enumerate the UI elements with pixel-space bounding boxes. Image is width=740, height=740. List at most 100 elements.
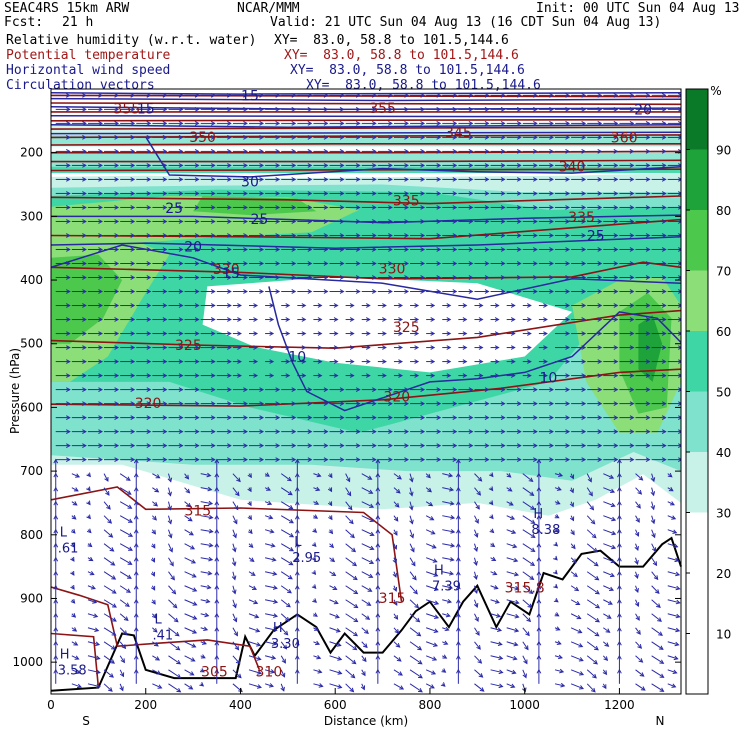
- circulation-vector: [442, 219, 458, 224]
- vector-head: [133, 514, 139, 520]
- circulation-vector: [104, 261, 120, 266]
- vector-shaft: [313, 655, 321, 659]
- circulation-vector: [458, 359, 468, 364]
- circulation-vector: [71, 303, 87, 308]
- circulation-vector: [536, 528, 542, 544]
- vector-head: [285, 317, 291, 322]
- model-title: SEAC4RS 15km ARW: [4, 1, 130, 16]
- vector-shaft: [119, 571, 132, 579]
- vector-head: [98, 247, 103, 252]
- circulation-vector: [103, 501, 111, 510]
- circulation-vector: [651, 177, 667, 182]
- vector-head: [571, 558, 577, 564]
- vector-head: [133, 612, 139, 618]
- circulation-vector: [103, 599, 117, 608]
- vector-head: [613, 191, 619, 196]
- circulation-vector: [506, 557, 519, 563]
- vector-head: [420, 219, 426, 224]
- vector-head: [613, 247, 619, 252]
- circulation-vector: [152, 359, 168, 364]
- circulation-vector: [265, 289, 281, 294]
- vector-head: [629, 191, 635, 196]
- circulation-vector: [328, 529, 334, 535]
- circulation-vector: [635, 93, 651, 98]
- vector-head: [227, 457, 232, 462]
- circulation-vector: [55, 289, 71, 294]
- vector-head: [456, 654, 461, 660]
- circulation-vector: [232, 233, 248, 238]
- circulation-vector: [71, 415, 87, 420]
- vector-head: [436, 149, 442, 154]
- vector-head: [468, 233, 474, 238]
- circulation-vector: [410, 177, 426, 182]
- vector-shaft: [522, 641, 529, 650]
- circulation-vector: [248, 613, 260, 619]
- circulation-vector: [651, 641, 664, 650]
- circulation-vector: [53, 654, 59, 670]
- vector-head: [468, 429, 474, 434]
- vector-head: [346, 491, 352, 497]
- vector-shaft: [651, 669, 664, 678]
- circulation-vector: [152, 163, 168, 168]
- vector-head: [98, 289, 103, 294]
- circulation-vector: [473, 543, 479, 552]
- circulation-vector: [456, 472, 461, 488]
- circulation-vector: [136, 135, 152, 140]
- circulation-vector: [473, 529, 479, 538]
- circulation-vector: [393, 373, 403, 378]
- circulation-vector: [458, 345, 468, 350]
- circulation-vector: [603, 93, 619, 98]
- circulation-vector: [265, 121, 281, 126]
- vector-head: [178, 135, 184, 140]
- vector-head: [581, 303, 587, 308]
- circulation-vector: [87, 429, 103, 434]
- circulation-vector: [104, 121, 120, 126]
- circulation-vector: [667, 345, 681, 350]
- vector-head: [549, 261, 554, 266]
- circulation-vector: [200, 584, 212, 590]
- circulation-vector: [281, 177, 297, 182]
- circulation-vector: [200, 528, 214, 534]
- circulation-vector: [393, 429, 409, 434]
- vector-head: [146, 275, 152, 280]
- vector-head: [214, 458, 220, 464]
- circulation-vector: [216, 275, 232, 280]
- vector-head: [549, 191, 554, 196]
- circulation-vector: [570, 571, 578, 578]
- circulation-vector: [329, 121, 345, 126]
- circulation-vector: [232, 627, 238, 637]
- vector-head: [210, 261, 216, 266]
- circulation-vector: [442, 429, 458, 434]
- vector-head: [256, 642, 262, 647]
- circulation-vector: [506, 191, 522, 196]
- vector-head: [275, 121, 281, 126]
- circulation-vector: [184, 247, 200, 252]
- vector-head: [468, 191, 474, 196]
- circulation-vector: [426, 317, 436, 322]
- vector-head: [174, 631, 180, 637]
- vector-head: [259, 429, 265, 434]
- circulation-vector: [426, 135, 442, 140]
- vector-shaft: [280, 641, 287, 650]
- circulation-vector: [522, 107, 538, 112]
- circulation-vector: [522, 543, 536, 552]
- circulation-vector: [248, 669, 262, 675]
- vector-shaft: [345, 627, 358, 637]
- circulation-vector: [345, 401, 361, 406]
- vector-head: [484, 457, 490, 462]
- circulation-vector: [617, 528, 622, 544]
- circulation-vector: [667, 387, 681, 392]
- circulation-vector: [617, 626, 622, 642]
- circulation-vector: [667, 121, 681, 126]
- circulation-vector: [522, 655, 528, 665]
- vector-head: [339, 401, 345, 406]
- vector-head: [388, 289, 393, 294]
- vector-head: [452, 107, 458, 112]
- circulation-vector: [120, 219, 136, 224]
- circulation-vector: [71, 205, 87, 210]
- vector-head: [673, 543, 679, 549]
- circulation-vector: [554, 626, 561, 631]
- vector-head: [530, 547, 536, 552]
- vector-shaft: [200, 585, 211, 589]
- vector-head: [645, 373, 651, 378]
